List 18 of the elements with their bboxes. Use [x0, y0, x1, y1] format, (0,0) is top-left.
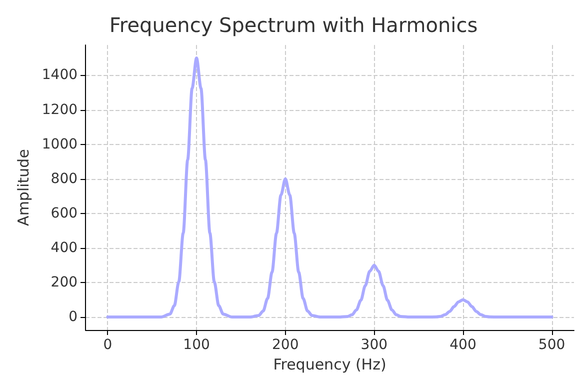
x-tick-label: 0	[103, 337, 112, 353]
y-axis-title: Amplitude	[14, 149, 32, 226]
y-tick-label: 800	[50, 170, 78, 187]
y-tick-label: 200	[50, 274, 78, 290]
y-tick-label: 400	[50, 240, 78, 256]
x-tick-label: 200	[272, 337, 299, 353]
y-tick-label: 1400	[42, 67, 78, 84]
x-tick-label: 500	[538, 337, 566, 353]
line-series	[106, 56, 554, 319]
x-tick-label: 100	[183, 337, 210, 353]
chart-title: Frequency Spectrum with Harmonics	[109, 13, 478, 37]
x-axis-title: Frequency (Hz)	[273, 355, 386, 374]
y-tick-label: 0	[68, 309, 78, 326]
x-tick-label: 400	[450, 337, 476, 353]
y-tick-label: 1200	[42, 102, 78, 118]
y-tick-label: 1000	[42, 136, 78, 152]
y-tick-label: 600	[50, 205, 78, 222]
x-tick-label: 300	[360, 337, 388, 353]
